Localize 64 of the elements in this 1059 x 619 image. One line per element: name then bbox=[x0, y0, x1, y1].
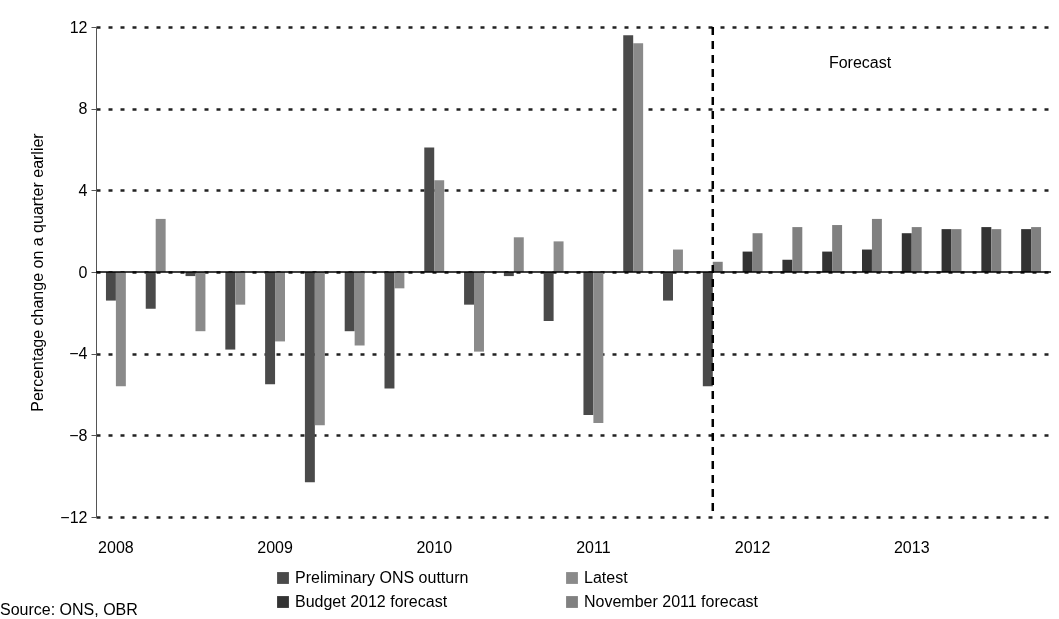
bar bbox=[1021, 229, 1032, 272]
y-tick-label: 12 bbox=[69, 18, 88, 36]
bar bbox=[822, 251, 833, 272]
bar bbox=[593, 272, 604, 424]
x-tick-label: 2008 bbox=[98, 538, 134, 556]
x-tick-label: 2011 bbox=[576, 538, 611, 556]
bar bbox=[553, 241, 564, 272]
y-tick-label: 0 bbox=[78, 263, 88, 281]
x-tick-label: 2013 bbox=[893, 538, 930, 556]
y-tick-label: −4 bbox=[69, 345, 88, 363]
legend-label: Preliminary ONS outturn bbox=[295, 569, 469, 586]
bar bbox=[434, 180, 445, 272]
bar bbox=[265, 272, 276, 385]
bar bbox=[225, 272, 236, 350]
source-note: Source: ONS, OBR bbox=[0, 601, 138, 618]
bar bbox=[384, 272, 395, 389]
y-tick-label: 8 bbox=[78, 100, 88, 118]
bar bbox=[871, 218, 882, 272]
annotation: Forecast bbox=[828, 54, 892, 71]
bar bbox=[235, 272, 246, 305]
bar bbox=[464, 272, 475, 305]
bar bbox=[742, 251, 753, 272]
bar bbox=[752, 233, 763, 272]
legend-label: November 2011 forecast bbox=[584, 593, 759, 610]
bar bbox=[991, 229, 1002, 272]
bar bbox=[702, 272, 713, 387]
bar bbox=[314, 272, 325, 426]
bar bbox=[981, 227, 992, 272]
legend-label: Budget 2012 forecast bbox=[295, 593, 448, 610]
bar bbox=[623, 35, 634, 272]
legend-label: Latest bbox=[584, 569, 629, 586]
bar bbox=[424, 147, 435, 272]
bar bbox=[155, 218, 166, 272]
bar bbox=[941, 229, 952, 272]
bar bbox=[354, 272, 365, 346]
bar bbox=[911, 227, 922, 272]
y-axis-title: Percentage change on a quarter earlier bbox=[29, 132, 47, 412]
bar bbox=[145, 272, 156, 309]
bar bbox=[583, 272, 594, 415]
bar bbox=[304, 272, 315, 483]
bar bbox=[105, 272, 116, 301]
bar bbox=[663, 272, 673, 301]
x-tick-label: 2012 bbox=[734, 538, 771, 556]
bar bbox=[394, 272, 405, 289]
bar bbox=[672, 249, 683, 272]
x-tick-label: 2010 bbox=[416, 538, 453, 556]
bar bbox=[115, 272, 126, 387]
bar bbox=[344, 272, 355, 332]
y-tick-label: −8 bbox=[69, 426, 88, 444]
bar bbox=[1031, 227, 1042, 272]
bar bbox=[543, 272, 554, 321]
y-tick-label: −12 bbox=[60, 508, 88, 526]
x-tick-label: 2009 bbox=[257, 538, 293, 556]
y-tick-label: 4 bbox=[78, 181, 88, 199]
bar bbox=[474, 272, 484, 352]
bar bbox=[275, 272, 286, 342]
bar bbox=[792, 227, 803, 272]
bar bbox=[782, 259, 793, 272]
bar bbox=[513, 237, 524, 272]
bar bbox=[861, 249, 872, 272]
bar bbox=[832, 225, 843, 272]
bar bbox=[633, 43, 644, 272]
bar bbox=[901, 233, 912, 272]
bar bbox=[195, 272, 206, 332]
